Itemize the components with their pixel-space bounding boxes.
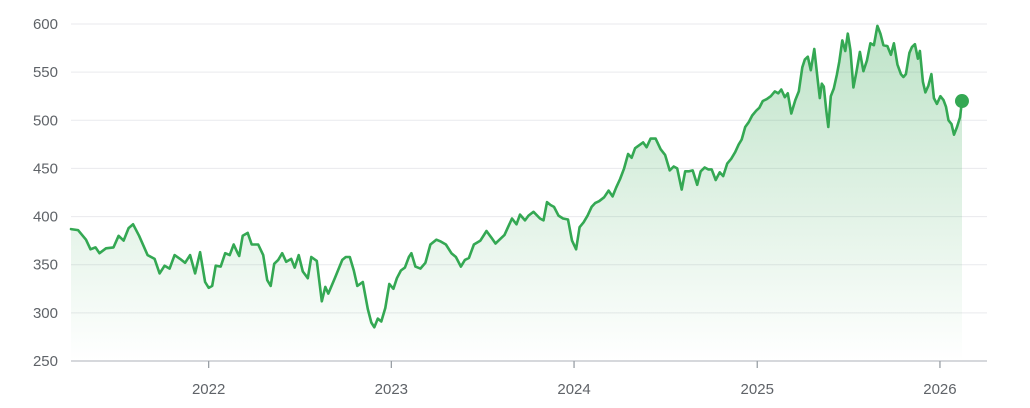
last-price-dot bbox=[954, 94, 969, 109]
y-axis-tick-labels: 250 300 350 400 450 500 550 600 bbox=[33, 16, 58, 370]
y-tick-label: 500 bbox=[33, 112, 58, 129]
x-tick-label: 2026 bbox=[923, 381, 956, 398]
y-tick-label: 400 bbox=[33, 209, 58, 226]
y-tick-label: 550 bbox=[33, 64, 58, 81]
x-axis-tick-labels: 2022 2023 2024 2025 2026 bbox=[192, 381, 957, 398]
x-tick-label: 2022 bbox=[192, 381, 225, 398]
price-line-path bbox=[69, 24, 964, 329]
y-tick-label: 600 bbox=[33, 16, 58, 33]
price-area-fill bbox=[71, 25, 962, 362]
y-tick-label: 300 bbox=[33, 305, 58, 322]
y-tick-label: 350 bbox=[33, 257, 58, 274]
y-tick-label: 250 bbox=[33, 353, 58, 370]
price-line bbox=[69, 24, 964, 329]
y-tick-label: 450 bbox=[33, 160, 58, 177]
last-price-marker bbox=[954, 94, 969, 109]
price-area bbox=[71, 25, 962, 362]
x-tick-label: 2025 bbox=[741, 381, 774, 398]
x-axis bbox=[71, 360, 987, 368]
x-tick-label: 2023 bbox=[375, 381, 408, 398]
x-tick-label: 2024 bbox=[557, 381, 590, 398]
